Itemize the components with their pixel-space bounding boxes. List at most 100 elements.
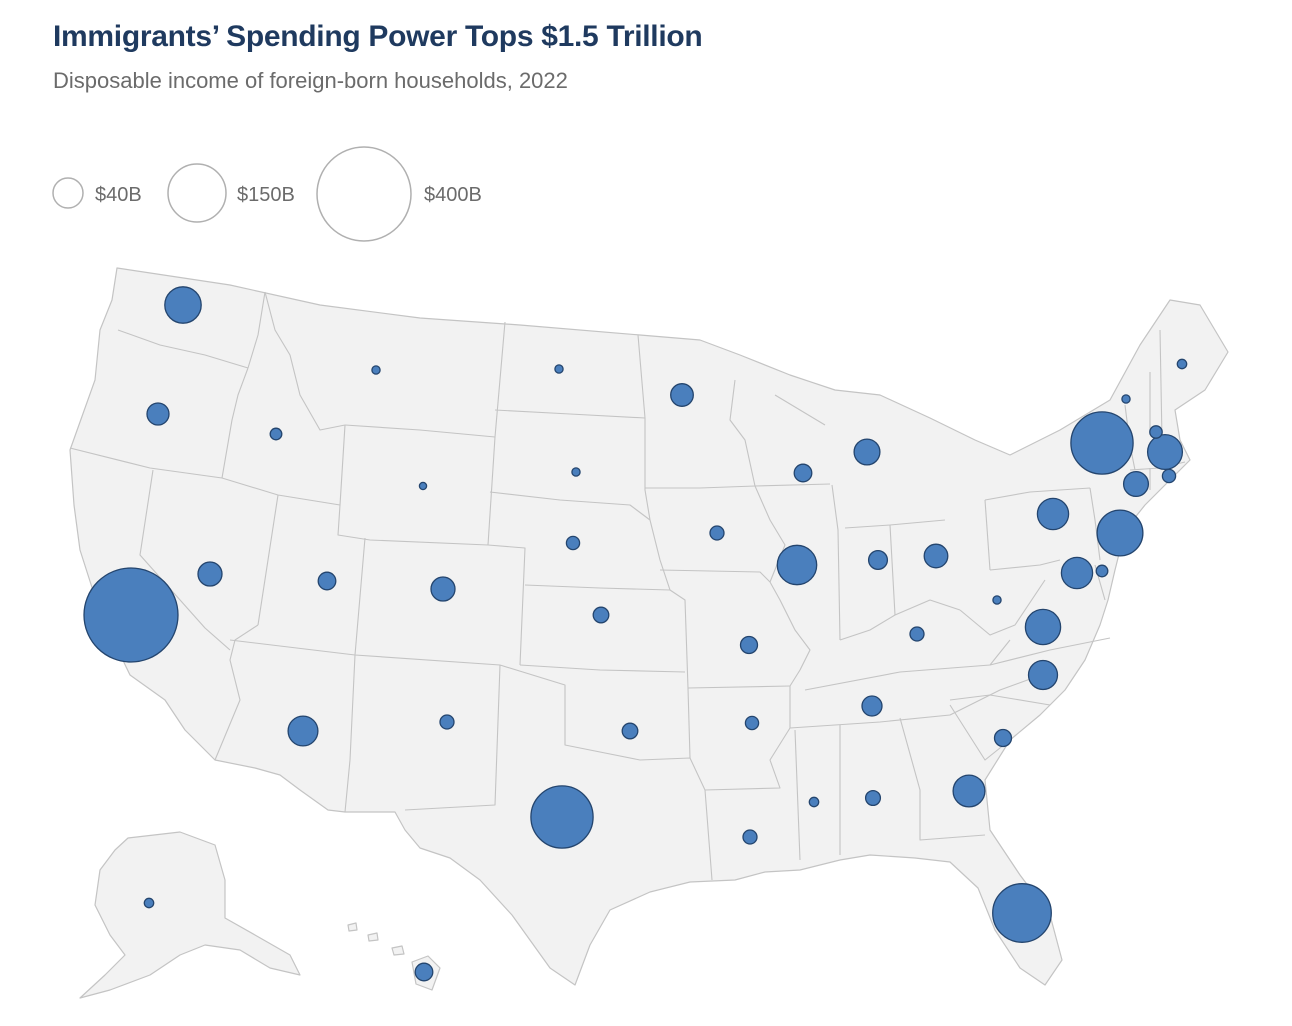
border-ga-fl bbox=[899, 717, 986, 841]
border-pa-ny bbox=[984, 487, 1091, 501]
state-borders bbox=[69, 291, 1186, 881]
border-la-ms bbox=[704, 789, 713, 881]
bubble-nd bbox=[554, 364, 564, 374]
border-sd-ne bbox=[489, 491, 651, 521]
border-mo-il bbox=[769, 581, 811, 687]
border-wi-mi bbox=[774, 394, 826, 426]
bubble-ne bbox=[565, 535, 581, 551]
bubble-in bbox=[867, 549, 889, 571]
border-wv-pa-md bbox=[989, 559, 1061, 571]
bubble-il bbox=[776, 544, 818, 586]
border-ms-al bbox=[794, 729, 801, 861]
bubble-ri bbox=[1161, 468, 1177, 484]
bubble-id bbox=[269, 427, 283, 441]
bubble-sc bbox=[993, 728, 1013, 748]
bubble-nv bbox=[197, 561, 223, 587]
bubble-az bbox=[287, 715, 319, 747]
chart-title: Immigrants’ Spending Power Tops $1.5 Tri… bbox=[53, 20, 703, 53]
bubble-sd bbox=[571, 467, 581, 477]
border-ky-tn bbox=[804, 639, 1011, 691]
border-sc-nc bbox=[949, 694, 1051, 706]
bubble-hi bbox=[414, 962, 434, 982]
bubble-wi bbox=[793, 463, 813, 483]
border-id-wy bbox=[339, 424, 346, 506]
state-bubbles bbox=[83, 286, 1188, 982]
bubble-ut bbox=[317, 571, 337, 591]
border-ok-ar bbox=[687, 687, 691, 759]
bubble-ky bbox=[909, 626, 925, 642]
border-nd-mn bbox=[637, 334, 646, 419]
bubble-nj bbox=[1096, 509, 1144, 557]
bubble-nc bbox=[1027, 659, 1059, 691]
bubble-nh bbox=[1149, 425, 1163, 439]
border-ut-co bbox=[354, 537, 366, 656]
bubble-ok bbox=[621, 722, 639, 740]
bubble-mn bbox=[670, 383, 694, 407]
border-mt-wy bbox=[344, 424, 496, 438]
border-id-mt bbox=[264, 291, 346, 431]
bubble-ms bbox=[808, 796, 820, 808]
border-pa-nj bbox=[1089, 487, 1101, 561]
legend-label-150b: $150B bbox=[237, 184, 295, 206]
border-ca-nv bbox=[139, 469, 231, 651]
legend-label-40b: $40B bbox=[95, 184, 142, 206]
bubble-ct bbox=[1122, 470, 1150, 498]
bubble-ga bbox=[952, 774, 986, 808]
bubble-ca bbox=[83, 567, 179, 663]
border-ar-la-ms bbox=[704, 686, 791, 791]
border-four-corners bbox=[229, 639, 501, 666]
border-wy-south bbox=[337, 504, 489, 546]
border-tx-nm bbox=[404, 664, 501, 811]
contiguous-us-shape bbox=[69, 267, 1229, 986]
bubble-vt bbox=[1121, 394, 1131, 404]
bubble-ak bbox=[143, 897, 155, 909]
border-oh-pa bbox=[984, 499, 991, 571]
bubble-pa bbox=[1036, 497, 1070, 531]
border-or-south bbox=[69, 447, 223, 479]
border-ky-north bbox=[839, 599, 961, 641]
bubble-mt bbox=[371, 365, 381, 375]
border-wi-il bbox=[754, 483, 831, 487]
border-az-nm bbox=[344, 654, 356, 813]
size-legend: $40B $150B $400B bbox=[52, 146, 482, 242]
border-id-nv-ut bbox=[221, 477, 341, 506]
border-co-east bbox=[487, 544, 526, 666]
border-ne-ia-mo bbox=[649, 519, 671, 591]
bubble-oh bbox=[923, 543, 949, 569]
border-va-wv bbox=[959, 579, 1046, 636]
border-mn-ia bbox=[645, 485, 756, 489]
bubble-wa bbox=[164, 286, 202, 324]
bubble-ks bbox=[592, 606, 610, 624]
border-mt-nd bbox=[494, 321, 506, 438]
bubble-md bbox=[1060, 556, 1094, 590]
bubble-wy bbox=[418, 481, 428, 491]
hawaii-island-maui bbox=[391, 945, 405, 956]
border-nc-va bbox=[989, 637, 1111, 666]
bubble-tx bbox=[530, 785, 594, 849]
border-nv-ut bbox=[257, 494, 279, 626]
bubble-ar bbox=[744, 715, 760, 731]
alaska-shape bbox=[79, 831, 301, 999]
bubble-ia bbox=[709, 525, 725, 541]
border-tn-south bbox=[789, 669, 1056, 729]
bubble-ma bbox=[1146, 433, 1184, 471]
bubble-ny bbox=[1070, 411, 1134, 475]
border-il-in bbox=[831, 484, 841, 641]
border-nv-az bbox=[214, 624, 259, 761]
bubble-nm bbox=[439, 714, 455, 730]
bubble-wv bbox=[992, 595, 1002, 605]
border-ks-ok bbox=[519, 664, 686, 673]
legend-circle-40b bbox=[52, 177, 84, 209]
border-wa-id bbox=[247, 291, 266, 369]
bubble-or bbox=[146, 402, 170, 426]
legend-circle-150b bbox=[167, 163, 227, 223]
border-wa-or bbox=[117, 329, 249, 369]
legend-circle-400b bbox=[316, 146, 412, 242]
border-sd-mn-ia bbox=[644, 418, 651, 521]
border-nh-me bbox=[1159, 329, 1163, 441]
bubble-al bbox=[864, 789, 882, 807]
legend-label-400b: $400B bbox=[424, 184, 482, 206]
bubble-co bbox=[430, 576, 456, 602]
land-shapes bbox=[69, 267, 1229, 999]
